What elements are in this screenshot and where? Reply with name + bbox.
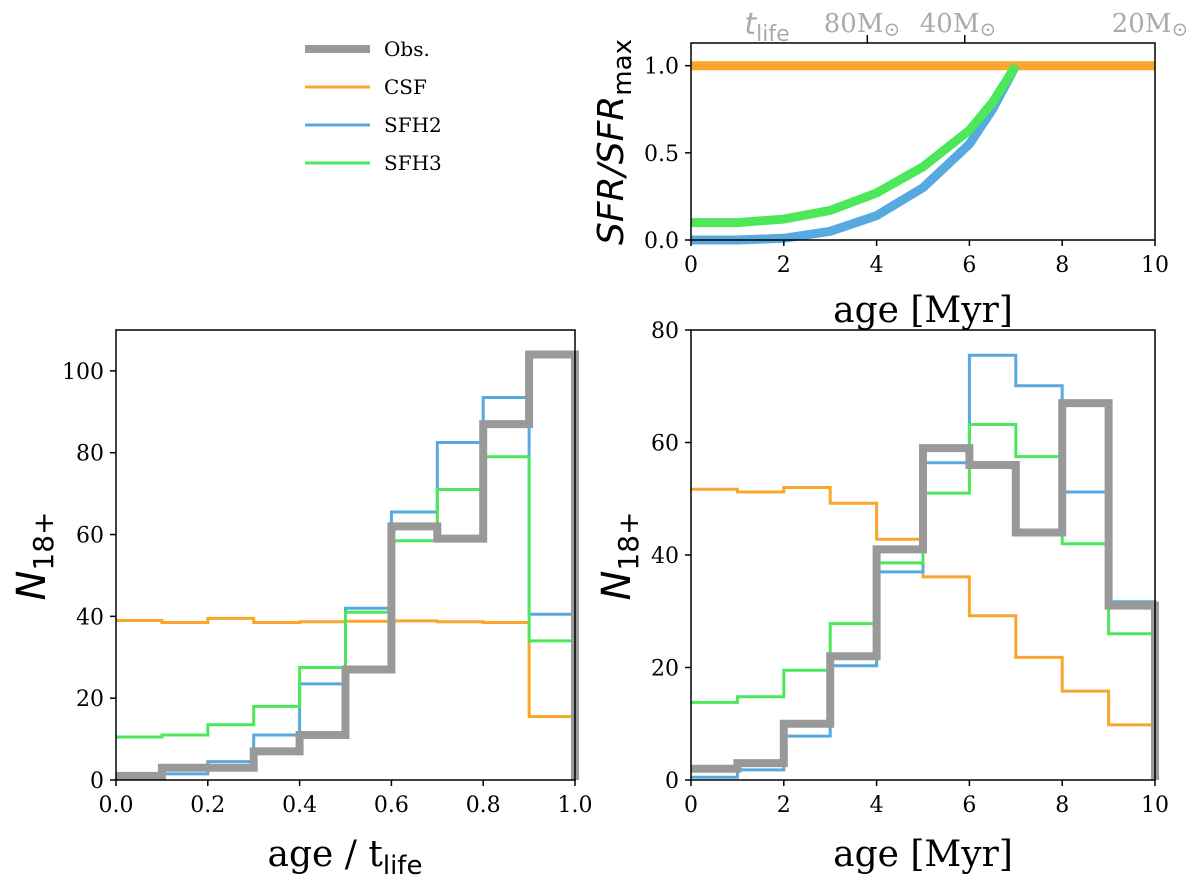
sfh-y-axis-label-sub: max [608, 39, 638, 96]
series-sfh3-hist-tlife-step [116, 455, 577, 780]
hist-tlife-y-axis-label-sub: 18+ [27, 511, 60, 570]
legend-label-sfh3: SFH3 [384, 151, 442, 175]
y-tick-label-hist-tlife-4: 80 [76, 442, 104, 467]
sec-label-80msun: 80M⊙ [824, 9, 900, 41]
x-tick-label-hist-myr-1: 2 [777, 793, 791, 818]
x-tick-label-hist-myr-2: 4 [870, 793, 884, 818]
sfh-secondary-ticks [866, 35, 966, 43]
series-obs-hist-tlife-step [116, 350, 579, 780]
sec-label-20msun-main: 20M [1112, 9, 1172, 39]
sec-label-tlife: tlife [744, 7, 789, 47]
hist-myr-x-axis-label: age [Myr] [833, 834, 1013, 875]
hist-tlife-x-axis-label: age / tlife [268, 834, 423, 878]
x-tick-label-hist-tlife-4: 0.8 [466, 793, 501, 818]
hist-tlife-x-axis-label-sub: life [383, 851, 423, 878]
sfh-panel: 0 2 4 6 8 100.00.51.0 tlife 80M⊙ 40M⊙ 20M⊙ ag… [591, 7, 1188, 331]
y-tick-label-hist-tlife-3: 60 [76, 524, 104, 549]
hist-myr-series-layer [691, 353, 1159, 780]
y-tick-label-hist-myr-4: 80 [651, 319, 679, 344]
y-tick-label-hist-myr-0: 0 [665, 769, 679, 794]
x-tick-label-sfh-1: 2 [777, 253, 791, 278]
x-tick-label-hist-myr-0: 0 [684, 793, 698, 818]
hist-myr-y-axis-label-main: N [594, 571, 640, 601]
hist-myr-y-axis-label: N18+ [594, 511, 645, 600]
hist-tlife-y-axis-label: N18+ [9, 511, 60, 600]
sfh-y-axis-label-main: SFR/SFR [591, 96, 632, 245]
x-tick-label-hist-tlife-3: 0.6 [374, 793, 409, 818]
x-tick-label-hist-myr-3: 6 [962, 793, 976, 818]
x-tick-label-hist-tlife-1: 0.2 [190, 793, 225, 818]
x-tick-label-hist-tlife-2: 0.4 [282, 793, 317, 818]
legend-label-csf: CSF [384, 75, 427, 99]
y-tick-label-hist-tlife-1: 20 [76, 687, 104, 712]
y-tick-label-sfh-2: 1.0 [644, 55, 679, 80]
x-tick-label-hist-tlife-0: 0.0 [99, 793, 134, 818]
legend-label-obs: Obs. [384, 37, 430, 61]
hist-tlife-panel: 0.0 0.2 0.4 0.6 0.8 1.0 0 20 40 60 80 100 age / tli… [9, 329, 593, 878]
x-tick-label-sfh-3: 6 [962, 253, 976, 278]
series-sfh3-line [691, 63, 1020, 228]
x-tick-label-hist-myr-4: 8 [1055, 793, 1069, 818]
x-tick-label-hist-myr-5: 10 [1141, 793, 1169, 818]
sec-label-tlife-sub: life [756, 22, 790, 47]
sfh-plot-frame [690, 42, 1156, 241]
sfh-ticks: 0 2 4 6 8 10 0.0 0.5 1.0 [644, 55, 1169, 278]
sfh-series-layer [691, 61, 1155, 245]
legend-entry-sfh2: SFH2 [305, 113, 442, 137]
sec-label-20msun-symbol: ⊙ [1171, 17, 1188, 41]
x-tick-label-sfh-2: 4 [870, 253, 884, 278]
series-sfh2-line [691, 63, 1020, 245]
sec-label-40msun-symbol: ⊙ [979, 17, 996, 41]
y-tick-label-hist-myr-2: 40 [651, 544, 679, 569]
hist-tlife-plot-frame [115, 329, 576, 781]
hist-tlife-ticks: 0.0 0.2 0.4 0.6 0.8 1.0 0 20 40 60 80 100 [62, 360, 593, 818]
y-tick-label-hist-myr-3: 60 [651, 432, 679, 457]
sfh-y-axis-label: SFR/SFRmax [591, 39, 638, 245]
legend: Obs. CSF SFH2 SFH3 [305, 37, 442, 175]
sec-label-40msun-main: 40M [920, 9, 980, 39]
hist-myr-panel: 0 2 4 6 8 10 0 20 40 60 80 age [Myr] N18+ [594, 319, 1169, 875]
sfh-x-axis-label: age [Myr] [833, 290, 1013, 331]
legend-entry-obs: Obs. [305, 37, 430, 61]
legend-entry-sfh3: SFH3 [305, 151, 442, 175]
sec-label-tlife-main: t [744, 7, 757, 42]
sec-label-80msun-symbol: ⊙ [883, 17, 900, 41]
y-tick-label-hist-myr-1: 20 [651, 657, 679, 682]
hist-tlife-series-layer [116, 350, 579, 780]
x-tick-label-sfh-4: 8 [1055, 253, 1069, 278]
y-tick-label-hist-tlife-5: 100 [62, 360, 104, 385]
series-sfh2-hist-myr-step [691, 353, 1157, 780]
hist-myr-ticks: 0 2 4 6 8 10 0 20 40 60 80 [651, 319, 1169, 818]
y-tick-label-hist-tlife-2: 40 [76, 605, 104, 630]
series-obs-hist-myr-step [691, 399, 1159, 780]
y-tick-label-hist-tlife-0: 0 [90, 769, 104, 794]
x-tick-label-sfh-0: 0 [684, 253, 698, 278]
sec-label-80msun-main: 80M [824, 9, 884, 39]
hist-myr-y-axis-label-sub: 18+ [612, 511, 645, 570]
y-tick-label-sfh-0: 0.0 [644, 229, 679, 254]
sec-label-40msun: 40M⊙ [920, 9, 996, 41]
legend-label-sfh2: SFH2 [384, 113, 442, 137]
series-csf-hist-myr-step [691, 486, 1157, 780]
sec-label-20msun: 20M⊙ [1112, 9, 1188, 41]
x-tick-label-sfh-5: 10 [1141, 253, 1169, 278]
legend-entry-csf: CSF [305, 75, 427, 99]
hist-tlife-x-axis-label-main: age / t [268, 834, 384, 875]
sfh-secondary-axis: tlife 80M⊙ 40M⊙ 20M⊙ [744, 7, 1188, 47]
x-tick-label-hist-tlife-5: 1.0 [558, 793, 593, 818]
y-tick-label-sfh-1: 0.5 [644, 142, 679, 167]
hist-tlife-y-axis-label-main: N [9, 571, 55, 601]
